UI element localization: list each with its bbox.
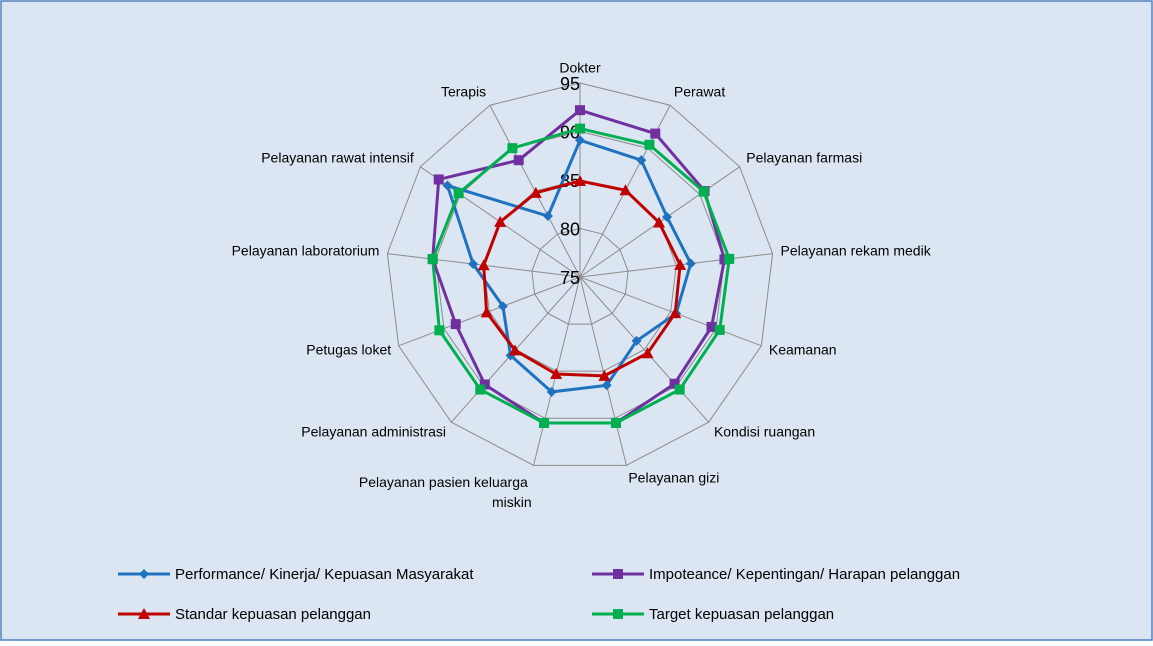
spoke (579, 253, 773, 278)
axis-tick-label: 80 (560, 219, 580, 239)
point (685, 258, 696, 269)
series-line (431, 127, 731, 425)
legend-label: Impoteance/ Kepentingan/ Harapan pelangg… (649, 566, 960, 583)
grid-ring (435, 130, 725, 419)
axis-tick-label: 95 (560, 74, 580, 94)
point (698, 186, 709, 197)
point (574, 174, 586, 186)
point (433, 174, 444, 185)
point (644, 139, 655, 150)
point (442, 180, 453, 191)
point (575, 123, 585, 134)
point (613, 569, 623, 579)
spoke (579, 276, 710, 423)
point (479, 379, 490, 390)
spoke (579, 276, 627, 466)
series-line (482, 179, 682, 378)
grid-ring (386, 82, 774, 466)
category-label: Pelayanan laboratorium (232, 243, 380, 259)
point (619, 184, 632, 196)
point (714, 324, 725, 335)
point (427, 254, 438, 265)
category-label: Dokter (559, 60, 601, 76)
axis-tick-label: 75 (560, 268, 580, 288)
legend-label: Standar kepuasan pelanggan (175, 606, 371, 623)
point (598, 369, 611, 381)
category-label: Kondisi ruangan (714, 423, 815, 439)
series (427, 123, 735, 428)
spoke (398, 276, 581, 347)
point (669, 307, 682, 319)
series (477, 174, 687, 381)
point (662, 211, 673, 222)
point (453, 188, 464, 199)
point (550, 368, 563, 380)
point (475, 384, 486, 395)
point (509, 344, 522, 356)
point (468, 259, 479, 270)
point (434, 325, 445, 336)
point (631, 335, 642, 346)
category-label: Pelayanan rekam medik (781, 243, 932, 259)
point (669, 378, 680, 389)
category-label: Petugas loket (306, 341, 391, 357)
point (601, 380, 612, 391)
point (610, 417, 621, 428)
point (497, 301, 508, 312)
point (674, 258, 687, 270)
point (724, 253, 735, 264)
point (138, 608, 150, 619)
series-line (445, 138, 693, 394)
point (480, 306, 493, 318)
grid-ring (531, 227, 629, 325)
category-label: Pelayanan gizi (628, 470, 719, 486)
category-label: Terapis (441, 84, 486, 100)
point (494, 215, 507, 227)
category-label: Pelayanan farmasi (746, 150, 862, 166)
category-label: Pelayanan pasien keluarga miskin (359, 474, 532, 510)
legend-label: Performance/ Kinerja/ Kepuasan Masyaraka… (175, 566, 474, 583)
point (653, 216, 666, 228)
point (575, 135, 585, 146)
point (575, 105, 585, 116)
point (650, 128, 661, 139)
point (139, 569, 149, 579)
point (674, 384, 685, 395)
point (450, 319, 461, 330)
point (507, 143, 518, 154)
point (641, 347, 654, 359)
point (477, 259, 490, 271)
category-label: Pelayanan rawat intensif (261, 150, 414, 166)
legend-label: Target kepuasan pelanggan (649, 606, 834, 623)
category-label: Keamanan (769, 341, 837, 357)
point (613, 609, 623, 619)
point (529, 186, 542, 198)
point (542, 211, 553, 222)
point (636, 155, 647, 166)
point (513, 155, 524, 166)
point (546, 386, 557, 397)
category-label: Perawat (674, 84, 725, 100)
category-label: Pelayanan administrasi (301, 423, 446, 439)
point (539, 417, 550, 428)
spoke (579, 276, 762, 347)
point (706, 321, 717, 332)
